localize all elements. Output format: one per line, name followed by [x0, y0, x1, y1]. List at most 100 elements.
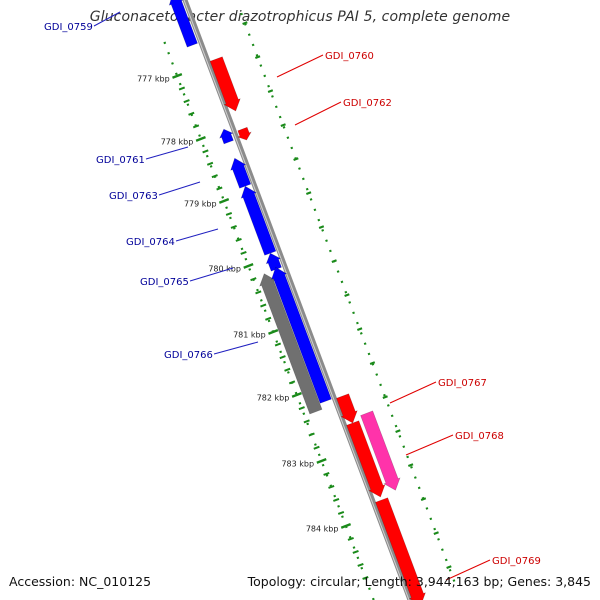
minor-tick — [202, 149, 209, 154]
kbp-scale-label: 777 kbp — [137, 75, 170, 84]
kbp-major-tick — [218, 198, 230, 204]
gene-leader-line — [389, 381, 437, 404]
kbp-scale-label: 784 kbp — [306, 525, 339, 534]
outer-track-tick — [267, 89, 274, 94]
minor-tick — [298, 406, 305, 411]
kbp-major-tick — [340, 523, 352, 529]
outer-track-tick — [446, 565, 452, 570]
minor-tick — [240, 250, 247, 255]
gene-label-gdi-0766: GDI_0766 — [164, 350, 213, 361]
outer-track-tick — [369, 361, 376, 366]
outer-track-tick — [280, 123, 286, 128]
gene-arrow-gdi-0766 — [259, 273, 323, 415]
gene-label-gdi-0765: GDI_0765 — [140, 277, 189, 288]
outer-track-tick — [331, 259, 337, 264]
minor-tick — [284, 367, 291, 372]
kbp-scale-label: 780 kbp — [208, 265, 241, 274]
outer-track-tick — [356, 327, 363, 332]
minor-tick — [192, 124, 200, 129]
minor-tick — [230, 224, 237, 229]
outer-track-tick — [293, 157, 299, 162]
minor-tick — [337, 510, 345, 515]
minor-tick — [260, 303, 267, 308]
gene-leader-line — [276, 54, 324, 78]
guide-track-outer — [240, 12, 456, 584]
minor-tick — [178, 86, 186, 91]
kbp-scale-label: 779 kbp — [184, 200, 217, 209]
minor-tick — [357, 562, 364, 567]
minor-tick — [279, 355, 286, 360]
gene-leader-line — [405, 434, 454, 456]
minor-tick — [362, 575, 369, 580]
kbp-major-tick — [316, 458, 327, 464]
kbp-scale-label: 778 kbp — [161, 138, 194, 147]
gene-arrow-gdi-0765 — [265, 252, 282, 272]
gene-leader-line — [93, 11, 121, 27]
gene-arrow-gdi-0759 — [168, 0, 198, 48]
topology-text: Topology: circular; Length: 3,944,163 bp… — [247, 574, 591, 589]
outer-track-tick — [254, 55, 261, 60]
gene-label-gdi-0769: GDI_0769 — [492, 556, 541, 567]
gene-arrow-gdi-0763 — [230, 157, 252, 189]
gene-arrow-gdi-0767 — [346, 420, 386, 498]
kbp-major-tick — [268, 329, 279, 335]
kbp-scale-label: 781 kbp — [233, 331, 266, 340]
gene-label-gdi-0762: GDI_0762 — [343, 98, 392, 109]
guide-track-inner — [163, 41, 375, 600]
outer-track-tick — [407, 463, 414, 468]
gene-leader-line — [294, 101, 342, 126]
kbp-scale-label: 783 kbp — [281, 460, 314, 469]
minor-tick — [206, 161, 214, 166]
genome-backbone — [182, 0, 413, 600]
minor-tick — [274, 342, 282, 347]
minor-tick — [323, 471, 330, 476]
outer-track-tick — [433, 531, 439, 536]
kbp-major-tick — [195, 136, 206, 142]
gene-label-gdi-0767: GDI_0767 — [438, 378, 487, 389]
minor-tick — [188, 111, 195, 116]
gene-label-gdi-0764: GDI_0764 — [126, 237, 175, 248]
gene-leader-line — [445, 559, 491, 581]
minor-tick — [303, 419, 310, 424]
minor-tick — [347, 536, 354, 541]
minor-tick — [265, 316, 272, 321]
minor-tick — [216, 186, 223, 191]
outer-track-tick — [395, 429, 401, 434]
minor-tick — [313, 445, 320, 450]
gene-arrow-gdi-0760 — [209, 56, 241, 112]
minor-tick — [308, 432, 315, 437]
accession-text: Accession: NC_010125 — [9, 574, 152, 589]
gene-label-gdi-0768: GDI_0768 — [455, 431, 504, 442]
gene-arrow-gdi-0765-extension — [271, 266, 332, 404]
outer-track-tick — [344, 293, 350, 298]
gene-leader-line — [158, 181, 201, 196]
gene-arrow-gdi-0769 — [375, 497, 426, 600]
minor-tick — [352, 549, 359, 554]
kbp-major-tick — [291, 392, 302, 398]
minor-tick — [211, 174, 218, 179]
gene-label-gdi-0760: GDI_0760 — [325, 51, 374, 62]
minor-tick — [225, 211, 233, 216]
kbp-scale-label: 782 kbp — [257, 394, 290, 403]
backbone-highlight — [183, 0, 410, 600]
gene-arrow-gdi-0764 — [240, 185, 277, 256]
minor-tick — [255, 290, 262, 295]
kbp-major-tick — [243, 263, 254, 269]
gene-arrow-gdi-0767 — [336, 393, 358, 424]
kbp-major-tick — [172, 73, 183, 79]
gene-leader-line — [175, 228, 219, 242]
minor-tick — [328, 484, 335, 489]
gene-label-gdi-0761: GDI_0761 — [96, 155, 145, 166]
outer-track-tick — [318, 225, 325, 230]
gene-arrow-gdi-0768 — [360, 410, 401, 491]
outer-track-tick — [420, 497, 427, 502]
minor-tick — [333, 497, 340, 502]
gene-label-gdi-0763: GDI_0763 — [109, 191, 158, 202]
minor-tick — [183, 99, 190, 104]
gene-label-gdi-0759: GDI_0759 — [44, 22, 93, 33]
gene-leader-line — [189, 267, 234, 282]
minor-tick — [235, 237, 242, 242]
gene-arrow-gdi-0762 — [237, 126, 252, 141]
